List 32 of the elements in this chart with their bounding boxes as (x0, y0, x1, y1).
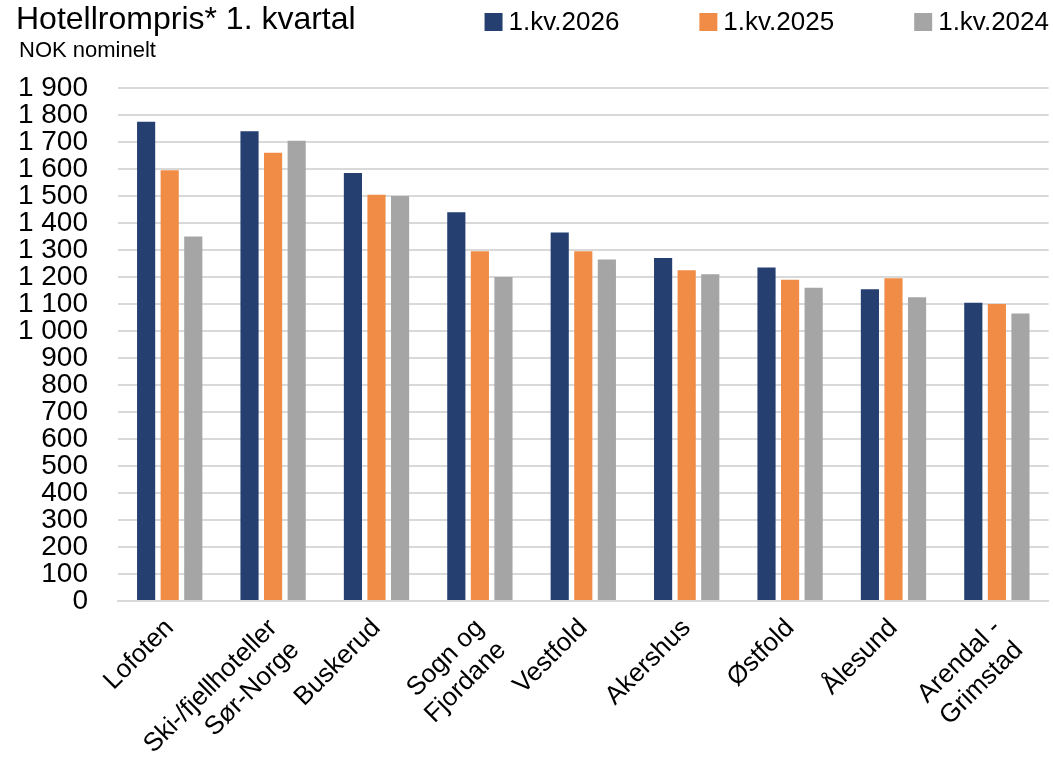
bar (574, 251, 593, 600)
bar (964, 302, 983, 600)
bar (367, 194, 386, 600)
bar (160, 170, 179, 600)
legend-label: 1.kv.2026 (508, 6, 620, 37)
bar (597, 259, 616, 600)
bar (137, 121, 156, 600)
bar (494, 277, 513, 600)
bar (470, 251, 489, 600)
bar (987, 304, 1006, 600)
bar (804, 287, 823, 600)
bar (884, 278, 903, 600)
bar (390, 196, 410, 600)
bar (907, 297, 927, 600)
chart-subtitle: NOK nominelt (19, 37, 156, 63)
legend-label: 1.kv.2025 (723, 6, 835, 37)
bar (287, 140, 306, 600)
bar (757, 267, 776, 600)
bar (781, 279, 800, 600)
bar (860, 289, 879, 600)
bar (654, 258, 673, 600)
legend-label: 1.kv.2024 (938, 6, 1050, 37)
bar (264, 152, 283, 600)
bar (343, 173, 362, 600)
bar (240, 131, 259, 600)
bar (1011, 313, 1030, 600)
bar (184, 236, 203, 600)
chart-title: Hotellrompris* 1. kvartal (16, 0, 356, 36)
bar (550, 232, 569, 600)
bar (447, 212, 466, 600)
bar (677, 270, 696, 600)
bar (701, 274, 720, 600)
